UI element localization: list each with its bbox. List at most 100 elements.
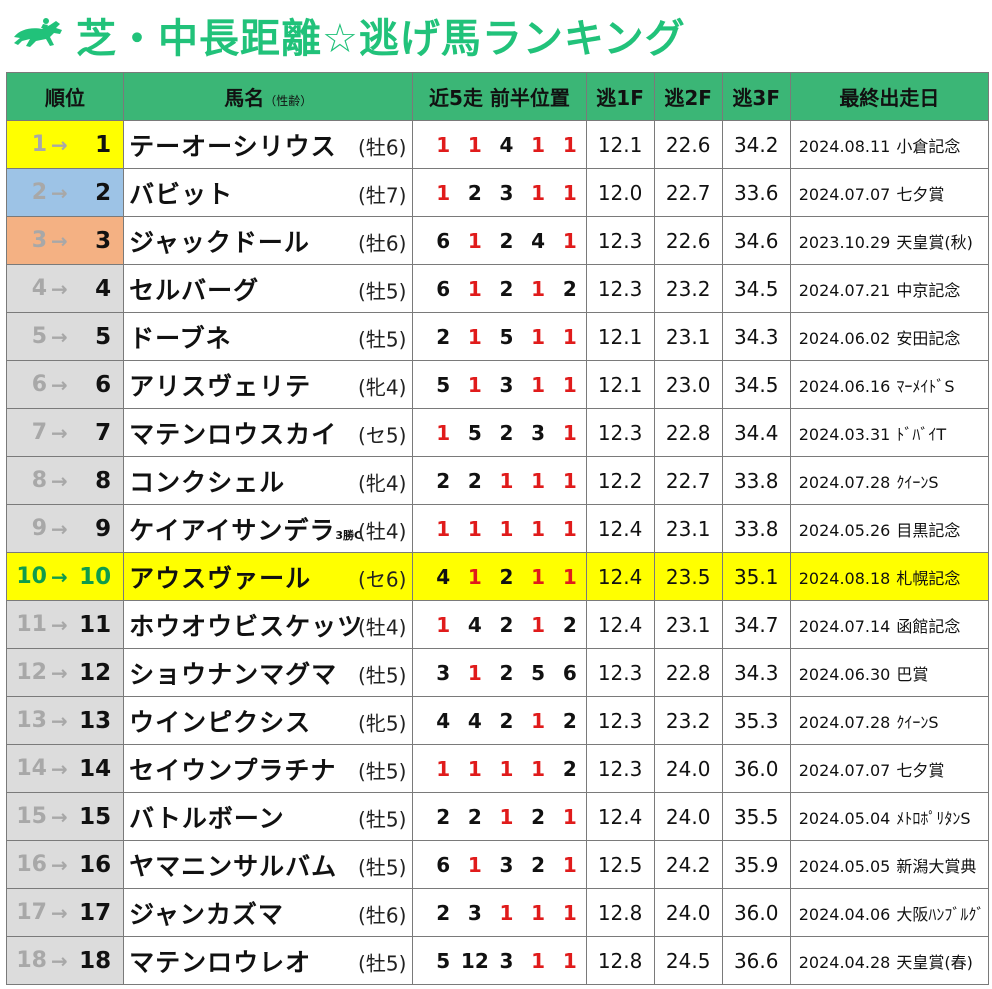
split-1f: 12.4	[585, 552, 655, 601]
last-race-date: 2024.06.02	[798, 328, 891, 348]
header-name-label: 馬名	[224, 86, 265, 110]
position-value: 6	[436, 276, 451, 301]
horse-name-cell: マテンロウレオ (牡5)	[123, 936, 414, 985]
position-value: 6	[436, 852, 451, 877]
position-value: 1	[531, 516, 546, 541]
horse-name-cell: ホウオウビスケッツ (牡4)	[123, 600, 414, 649]
position-value: 12	[460, 948, 489, 973]
position-value: 2	[499, 612, 514, 637]
split-2f: 23.5	[653, 552, 723, 601]
table-row: 15 → 15 バトルボーン (牡5) 2 2 1 2 1 12.4 24.0 35.5 2024.05.…	[5, 792, 990, 841]
table-row: 2 → 2 バビット (牡7) 1 2 3 1 1 12.0 22.7 33.6 2024.07.07 七夕…	[5, 168, 990, 217]
horse-name-text: ウインピクシス	[129, 707, 312, 737]
sex-age: (牡6)	[358, 231, 407, 256]
rank-change: 5 → 5	[8, 324, 123, 350]
table-row: 11 → 11 ホウオウビスケッツ (牡4) 1 4 2 1 2 12.4 23.1 34.7 2024.…	[5, 600, 990, 649]
split-1f: 12.3	[585, 744, 655, 793]
last-race-date: 2024.06.30	[798, 664, 891, 684]
split-2f: 23.2	[653, 696, 723, 745]
horse-name-text: ジャックドール	[129, 227, 310, 257]
header-f3: 逃3F	[721, 72, 791, 121]
horse-name: ケイアイサンデラ3勝C	[129, 511, 362, 547]
position-value: 1	[531, 756, 546, 781]
previous-rank: 11	[16, 612, 47, 637]
horse-name-text: ヤマニンサルバム	[129, 851, 338, 881]
last-race-date: 2024.05.04	[798, 808, 891, 828]
arrow-right-icon: →	[51, 756, 68, 781]
table-row: 16 → 16 ヤマニンサルバム (牡5) 6 1 3 2 1 12.5 24.2 35.9 2024.0…	[5, 840, 990, 889]
position-value: 1	[467, 276, 482, 301]
previous-rank: 9	[31, 516, 47, 541]
position-value: 4	[467, 708, 482, 733]
table-row: 18 → 18 マテンロウレオ (牡5) 5 12 3 1 1 12.8 24.5 36.6 2024.0…	[5, 936, 990, 985]
rank-change: 14 → 14	[8, 756, 123, 782]
rank-change: 6 → 6	[8, 371, 123, 398]
horse-name-cell: テーオーシリウス (牡6)	[123, 120, 414, 169]
split-3f: 34.5	[721, 264, 791, 313]
split-3f: 34.2	[721, 120, 791, 169]
horse-name-text: セルバーグ	[129, 275, 260, 305]
current-rank: 6	[95, 371, 112, 398]
current-rank: 1	[95, 131, 112, 158]
last-race-name: 七夕賞	[896, 184, 945, 204]
horse-name: マテンロウレオ	[129, 943, 311, 979]
position-value: 1	[531, 708, 546, 733]
position-value: 1	[499, 468, 514, 493]
previous-rank: 6	[31, 372, 47, 397]
arrow-right-icon: →	[51, 516, 68, 541]
horse-name: マテンロウスカイ	[129, 415, 337, 451]
split-3f: 34.3	[721, 312, 791, 361]
position-value: 1	[436, 516, 451, 541]
last-race-date: 2024.08.18	[798, 568, 891, 588]
rank-cell: 10 → 10	[5, 552, 125, 601]
split-1f: 12.1	[585, 312, 655, 361]
position-value: 2	[436, 324, 451, 349]
position-value: 2	[467, 180, 482, 205]
horse-name-cell: アウスヴァール (セ6)	[123, 552, 414, 601]
last-race-cell: 2024.06.16 ﾏｰﾒｲﾄﾞS	[789, 360, 990, 409]
last-race-date: 2024.07.21	[798, 280, 891, 300]
arrow-right-icon: →	[51, 900, 68, 925]
rank-change: 13 → 13	[8, 708, 123, 734]
rank-cell: 13 → 13	[5, 696, 125, 745]
last-race-date: 2024.04.06	[798, 904, 891, 924]
header-f2: 逃2F	[653, 72, 723, 121]
split-2f: 22.6	[653, 120, 723, 169]
table-row: 9 → 9 ケイアイサンデラ3勝C (牡4) 1 1 1 1 1 12.4 23.1 33.8 2024.…	[5, 504, 990, 553]
arrow-right-icon: →	[51, 132, 68, 157]
split-3f: 34.3	[721, 648, 791, 697]
position-value: 1	[562, 564, 577, 589]
previous-rank: 5	[31, 324, 47, 349]
last-race-cell: 2024.05.04 ﾒﾄﾛﾎﾟﾘﾀﾝS	[789, 792, 990, 841]
horse-name-cell: セイウンプラチナ (牡5)	[123, 744, 414, 793]
horse-name-text: テーオーシリウス	[129, 131, 337, 161]
position-value: 1	[436, 612, 451, 637]
last-race-name: ｸｲｰﾝS	[896, 712, 939, 732]
current-rank: 2	[95, 179, 112, 206]
split-3f: 35.5	[721, 792, 791, 841]
position-value: 2	[436, 468, 451, 493]
split-2f: 22.8	[653, 648, 723, 697]
split-1f: 12.4	[585, 504, 655, 553]
table-row: 13 → 13 ウインピクシス (牝5) 4 4 2 1 2 12.3 23.2 35.3 2024.07…	[5, 696, 990, 745]
position-value: 1	[467, 228, 482, 253]
arrow-right-icon: →	[51, 228, 68, 253]
sex-age: (牡5)	[358, 663, 407, 688]
position-value: 1	[467, 132, 482, 157]
last-race-date: 2024.06.16	[798, 376, 891, 396]
horse-name-text: コンクシェル	[129, 467, 286, 497]
horse-name-cell: セルバーグ (牡5)	[123, 264, 414, 313]
rank-cell: 11 → 11	[5, 600, 125, 649]
horse-name: ジャックドール	[129, 223, 310, 259]
current-rank: 12	[79, 659, 112, 686]
horse-name-cell: ジャックドール (牡6)	[123, 216, 414, 265]
previous-rank: 13	[16, 708, 47, 733]
arrow-right-icon: →	[51, 804, 68, 829]
split-3f: 35.9	[721, 840, 791, 889]
arrow-right-icon: →	[51, 948, 68, 973]
horse-name-text: セイウンプラチナ	[129, 755, 337, 785]
